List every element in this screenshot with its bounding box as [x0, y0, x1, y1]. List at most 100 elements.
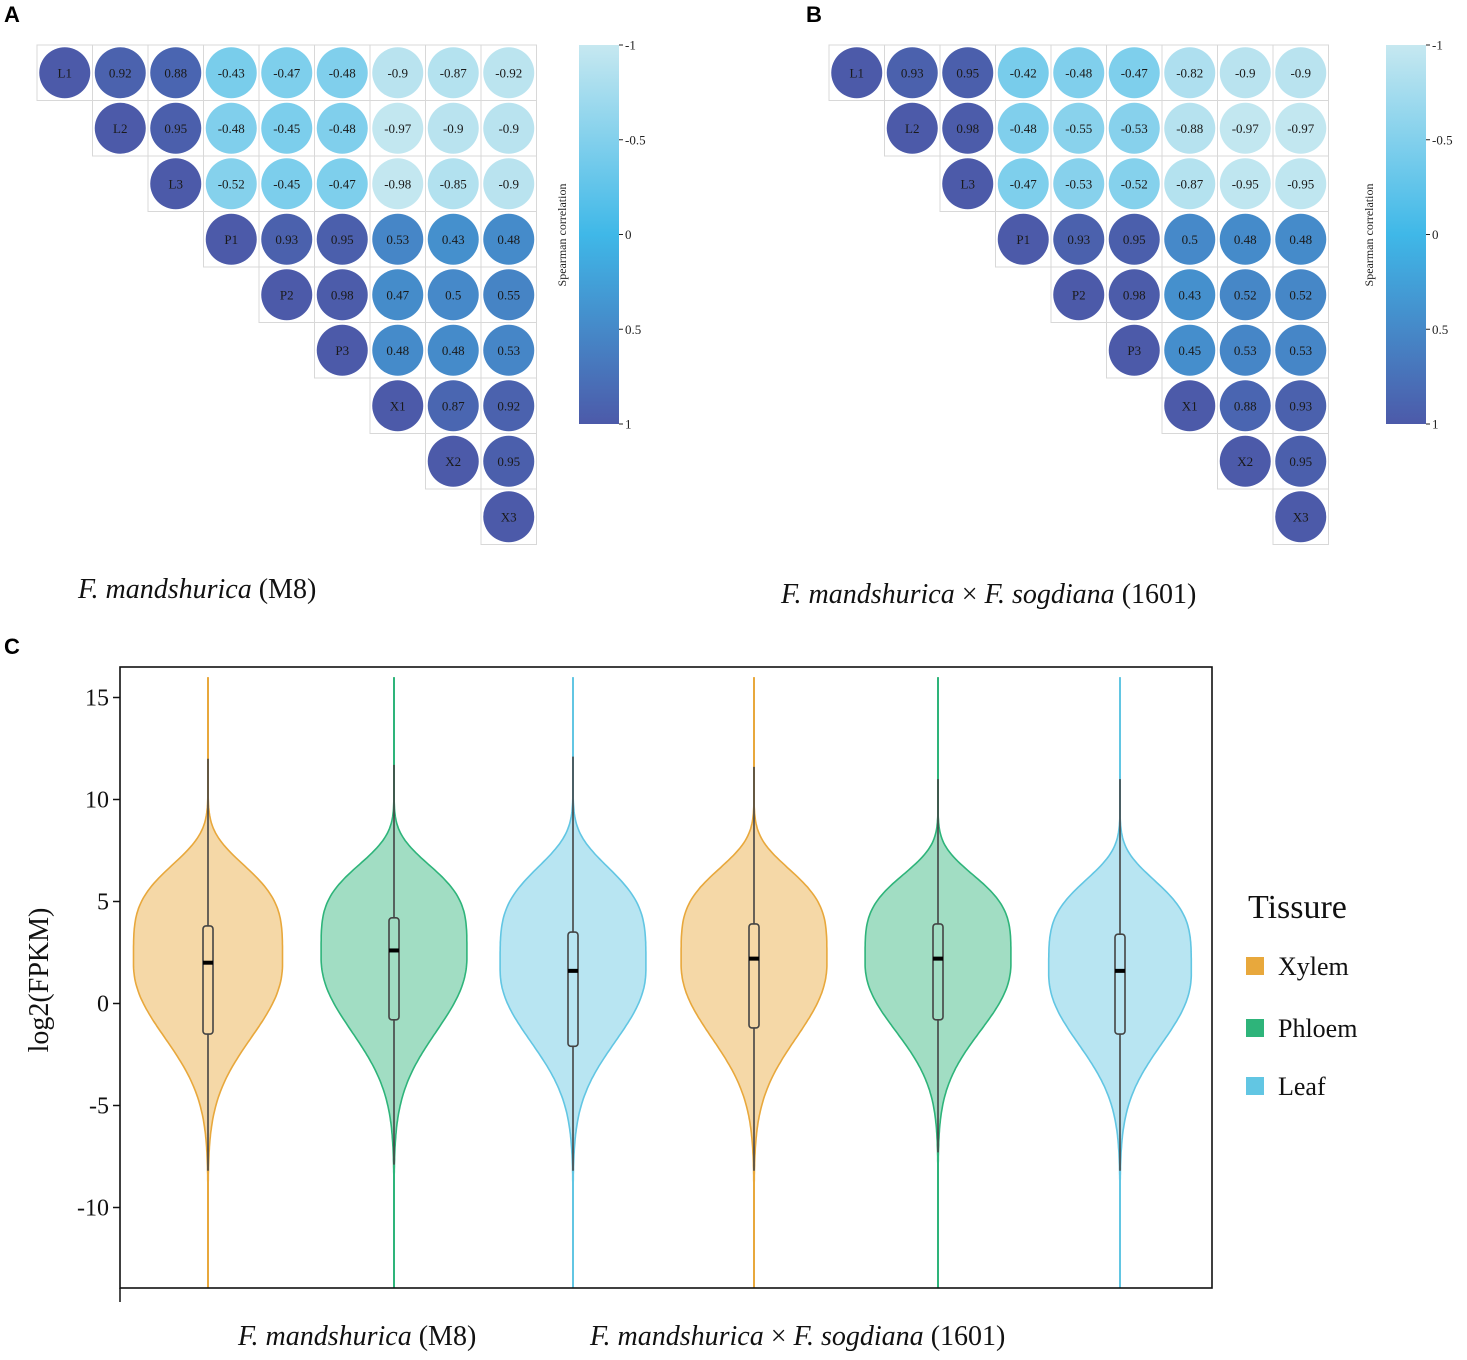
- a-value-P2-X3: 0.55: [497, 287, 520, 302]
- a-circle-P2-P2: [261, 269, 313, 321]
- b-diag-label-X2: X2: [1237, 454, 1253, 469]
- panel-a-caption-species: F. mandshurica: [77, 574, 252, 605]
- a-value-P2-P3: 0.98: [331, 287, 354, 302]
- b-circle-P3-X1: [1164, 324, 1216, 376]
- a-value-P1-P3: 0.95: [331, 232, 354, 247]
- a-value-L1-P1: -0.43: [218, 65, 245, 80]
- a-circle-L3-P1: [205, 158, 257, 210]
- a-circle-L2-P3: [316, 102, 368, 154]
- colorbar-b: -1 -0.5 0 0.5 1: [1386, 38, 1453, 432]
- a-circle-P1-P2: [261, 213, 313, 265]
- correlation-matrix-b: L1 0.93 0.95 -0.42 -0.48 -0.47 -0.82 -0.9 -0.9 L2…: [828, 44, 1329, 545]
- a-circle-L1-P3: [316, 47, 368, 99]
- a-grid-cell: [480, 488, 537, 545]
- b-value-L1-X3: -0.9: [1290, 65, 1311, 80]
- b-value-L2-P2: -0.55: [1065, 121, 1092, 136]
- b-diag-label-P2: P2: [1072, 287, 1086, 302]
- a-value-L3-X2: -0.85: [440, 176, 467, 191]
- b-value-P1-X2: 0.48: [1234, 232, 1257, 247]
- a-circle-L3-L3: [150, 158, 202, 210]
- b-value-L2-X2: -0.97: [1232, 121, 1260, 136]
- panel-a-label: A: [4, 2, 20, 27]
- b-value-L1-P2: -0.48: [1065, 65, 1092, 80]
- a-value-L2-P3: -0.48: [329, 121, 356, 136]
- b-value-L3-X2: -0.95: [1232, 176, 1259, 191]
- a-colorbar-tick-label: 0.5: [625, 322, 641, 337]
- a-circle-P3-X3: [483, 324, 535, 376]
- a-value-P1-X1: 0.53: [386, 232, 409, 247]
- a-value-L2-X1: -0.97: [384, 121, 412, 136]
- colorbar-b-title: Spearman correlation: [1362, 184, 1376, 287]
- b-value-X1-X3: 0.93: [1289, 398, 1312, 413]
- b-colorbar-tick-label: 0: [1432, 227, 1439, 242]
- panel-a-caption: F. mandshurica (M8): [77, 574, 316, 605]
- panel-b-label: B: [806, 2, 822, 27]
- a-circle-P1-P3: [316, 213, 368, 265]
- panel-b-caption: F. mandshurica × F. sogdiana (1601): [780, 579, 1196, 610]
- a-circle-P1-X3: [483, 213, 535, 265]
- b-circle-X2-X2: [1219, 435, 1271, 487]
- b-circle-X1-X1: [1164, 380, 1216, 432]
- violin-plot-frame: [119, 666, 1213, 1289]
- b-value-P1-X3: 0.48: [1289, 232, 1312, 247]
- a-value-L3-P1: -0.52: [218, 176, 245, 191]
- y-axis-label: log2(FPKM): [24, 908, 55, 1053]
- a-value-L3-P2: -0.45: [273, 176, 300, 191]
- a-circle-L3-X1: [372, 158, 424, 210]
- a-circle-L3-P2: [261, 158, 313, 210]
- b-circle-L2-P3: [1108, 102, 1160, 154]
- b-circle-L1-L3: [942, 47, 994, 99]
- b-value-P2-X1: 0.43: [1178, 287, 1201, 302]
- b-circle-P1-P2: [1053, 213, 1105, 265]
- a-circle-X3-X3: [483, 491, 535, 543]
- legend-label-leaf: Leaf: [1278, 1072, 1326, 1101]
- a-circle-L2-X1: [372, 102, 424, 154]
- b-diag-label-L1: L1: [850, 65, 864, 80]
- b-value-P1-P3: 0.95: [1123, 232, 1146, 247]
- x-caption-1601-species-2: F. sogdiana: [793, 1321, 924, 1352]
- b-value-L3-P3: -0.52: [1121, 176, 1148, 191]
- a-value-P1-P2: 0.93: [275, 232, 298, 247]
- a-circle-L1-P1: [205, 47, 257, 99]
- a-value-L1-X3: -0.92: [495, 65, 522, 80]
- b-colorbar-tick-label: 1: [1432, 417, 1439, 432]
- b-circle-L3-X3: [1275, 158, 1327, 210]
- legend-label-xylem: Xylem: [1278, 952, 1349, 981]
- b-value-X2-X3: 0.95: [1289, 454, 1312, 469]
- y-tick-label: -5: [89, 1094, 109, 1120]
- b-diag-label-P3: P3: [1127, 343, 1141, 358]
- x-caption-m8-id: (M8): [412, 1321, 477, 1352]
- a-circle-X1-X2: [427, 380, 479, 432]
- a-diag-label-P2: P2: [280, 287, 294, 302]
- b-value-L1-P3: -0.47: [1121, 65, 1149, 80]
- b-value-L1-X1: -0.82: [1176, 65, 1203, 80]
- a-circle-L2-X3: [483, 102, 535, 154]
- a-circle-L1-L3: [150, 47, 202, 99]
- b-value-L1-L2: 0.93: [901, 65, 924, 80]
- b-circle-P2-X2: [1219, 269, 1271, 321]
- x-caption-1601-id: (1601): [924, 1321, 1006, 1352]
- a-circle-L1-P2: [261, 47, 313, 99]
- y-tick-label: 10: [85, 788, 109, 814]
- a-circle-L1-X2: [427, 47, 479, 99]
- b-circle-X1-X2: [1219, 380, 1271, 432]
- legend-swatch-xylem: [1246, 957, 1264, 975]
- a-circle-L3-X2: [427, 158, 479, 210]
- a-circle-L2-X2: [427, 102, 479, 154]
- b-circle-L3-X1: [1164, 158, 1216, 210]
- a-colorbar-tick-label: 1: [625, 417, 632, 432]
- b-value-L3-X3: -0.95: [1287, 176, 1314, 191]
- b-circle-L1-P3: [1108, 47, 1160, 99]
- a-circle-L1-L1: [39, 47, 91, 99]
- a-value-X2-X3: 0.95: [497, 454, 520, 469]
- b-value-P3-X1: 0.45: [1178, 343, 1201, 358]
- y-tick-label: 5: [97, 890, 109, 916]
- b-circle-X2-X3: [1275, 435, 1327, 487]
- b-diag-label-L2: L2: [905, 121, 919, 136]
- a-circle-P2-P3: [316, 269, 368, 321]
- b-circle-L1-P1: [997, 47, 1049, 99]
- b-circle-L1-L1: [831, 47, 883, 99]
- b-circle-L1-X2: [1219, 47, 1271, 99]
- a-value-P3-X1: 0.48: [386, 343, 409, 358]
